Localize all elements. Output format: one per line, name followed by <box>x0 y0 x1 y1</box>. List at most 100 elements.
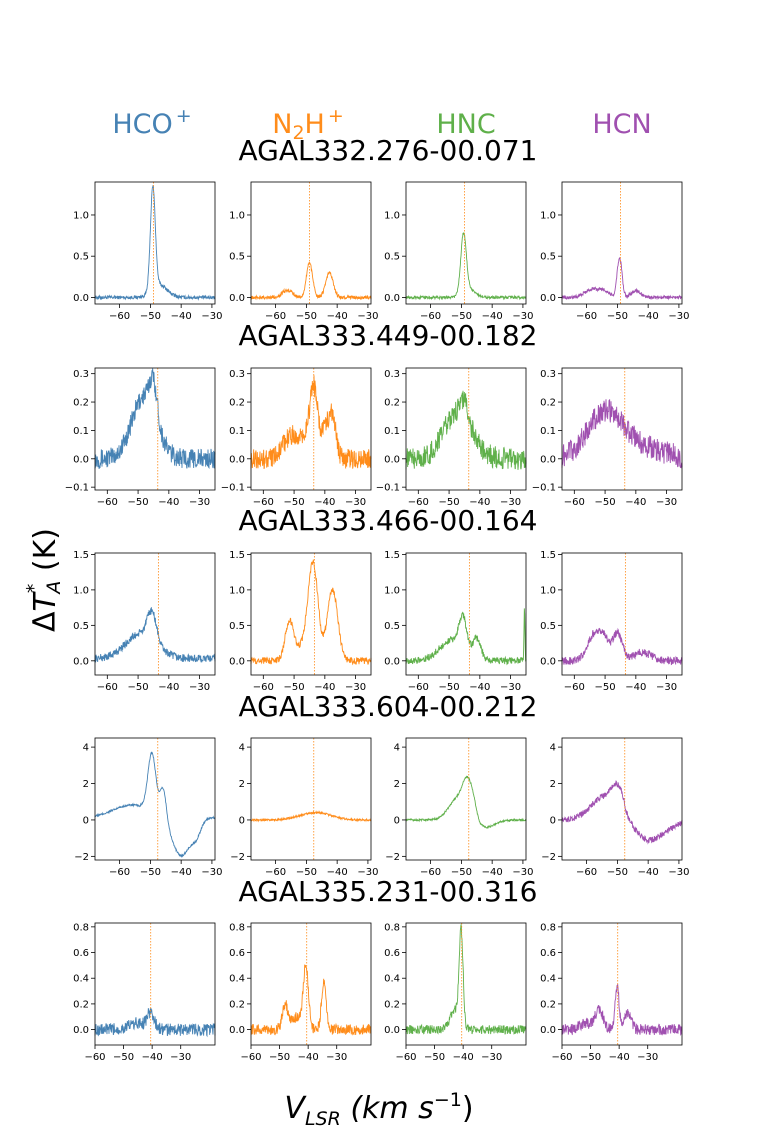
x-tick-label: −40 <box>638 867 659 878</box>
y-tick-label: 2 <box>83 779 89 790</box>
panel-frame <box>405 922 527 1046</box>
spectrum-panel: −60 −50 −40 −30 0.0 0.5 1.0 <box>384 181 533 322</box>
x-tick-label: −60 <box>564 682 585 693</box>
x-tick-label: −30 <box>637 1052 658 1063</box>
y-tick-label: 2 <box>239 779 245 790</box>
y-tick-label: 0.3 <box>229 369 245 380</box>
x-tick-label: −30 <box>189 497 210 508</box>
y-tick-label: 0.0 <box>540 454 556 465</box>
x-tick-label: −50 <box>439 497 460 508</box>
panel-frame <box>561 367 683 491</box>
y-tick-label: 0.5 <box>229 621 245 632</box>
spectrum-line <box>561 627 683 666</box>
x-tick-label: −60 <box>97 497 118 508</box>
panel-frame <box>405 367 527 491</box>
spectrum-panel: −60 −50 −40 −30 0.0 0.5 1.0 1.5 <box>540 550 683 693</box>
y-tick-label: 1.0 <box>73 585 89 596</box>
x-tick-label: −40 <box>327 867 348 878</box>
panel-frame <box>94 922 216 1046</box>
y-tick-label: 0.5 <box>540 621 556 632</box>
x-tick-label: −40 <box>482 311 503 322</box>
spectrum-panel: −60 −50 −40 −30 −2 0 2 4 <box>74 737 222 878</box>
x-tick-label: −30 <box>357 311 378 322</box>
spectrum-line <box>561 256 683 301</box>
y-tick-label: 0.0 <box>384 1025 400 1036</box>
y-tick-label: 0 <box>239 815 245 826</box>
panel-frame <box>561 181 683 305</box>
molecule-header: HCO + <box>112 105 191 140</box>
x-tick-label: −50 <box>128 682 149 693</box>
y-tick-label: 0.8 <box>73 922 89 933</box>
y-tick-label: 0.2 <box>73 398 89 409</box>
x-tick-label: −30 <box>345 497 366 508</box>
spectrum-panel: −60 −50 −40 −30 −0.1 0.0 0.1 0.2 0.3 <box>376 367 527 508</box>
y-tick-label: 0.8 <box>229 922 245 933</box>
y-tick-label: 0.4 <box>229 974 245 985</box>
spectrum-panel: −60 −50 −40 −30 0.0 0.5 1.0 1.5 <box>229 550 372 693</box>
y-tick-label: 0.2 <box>540 398 556 409</box>
spectrum-line <box>94 1008 216 1038</box>
y-tick-label: 1.0 <box>229 210 245 221</box>
spectrum-line <box>250 262 372 301</box>
y-tick-label: 0 <box>394 815 400 826</box>
x-tick-label: −40 <box>314 682 335 693</box>
x-tick-label: −40 <box>625 682 646 693</box>
y-tick-label: 0.8 <box>540 922 556 933</box>
x-tick-label: −30 <box>189 682 210 693</box>
y-tick-label: 0.5 <box>384 621 400 632</box>
spectrum-line <box>250 559 372 666</box>
panel-frame <box>94 181 216 305</box>
source-title: AGAL333.604-00.212 <box>239 690 538 723</box>
spectrum-line <box>561 780 683 845</box>
x-tick-label: −40 <box>453 1052 474 1063</box>
molecule-header: N2H + <box>272 105 344 144</box>
y-axis-label: ΔT*A (K) <box>23 528 65 632</box>
y-tick-label: −0.1 <box>532 483 556 494</box>
spectrum-line <box>94 185 216 301</box>
x-tick-label: −30 <box>512 867 533 878</box>
x-tick-label: −30 <box>201 867 222 878</box>
spectrum-panel: −60 −50 −40 −30 0.0 0.2 0.4 0.6 0.8 <box>73 922 216 1063</box>
x-tick-label: −30 <box>656 497 677 508</box>
x-tick-label: −50 <box>284 682 305 693</box>
y-tick-label: 0.4 <box>540 974 556 985</box>
panel-frame <box>250 552 372 676</box>
spectrum-panel: −60 −50 −40 −30 0.0 0.5 1.0 <box>229 181 378 322</box>
x-tick-label: −50 <box>595 682 616 693</box>
y-tick-label: 0 <box>83 815 89 826</box>
spectrum-line <box>250 964 372 1036</box>
panel-frame <box>561 552 683 676</box>
x-tick-label: −40 <box>469 497 490 508</box>
spectrum-line <box>561 984 683 1037</box>
molecule-header: HCN <box>592 109 651 140</box>
x-tick-label: −60 <box>240 1052 261 1063</box>
x-tick-label: −50 <box>439 682 460 693</box>
x-tick-label: −40 <box>171 311 192 322</box>
spectrum-line <box>405 775 527 829</box>
y-tick-label: 1.5 <box>384 550 400 561</box>
x-tick-label: −40 <box>638 311 659 322</box>
panel-frame <box>405 181 527 305</box>
y-tick-label: 0.1 <box>540 426 556 437</box>
source-title: AGAL333.449-00.182 <box>239 319 538 352</box>
spectrum-panel: −60 −50 −40 −30 −0.1 0.0 0.1 0.2 0.3 <box>65 367 216 508</box>
spectrum-line <box>405 608 527 666</box>
y-tick-label: 0.3 <box>73 369 89 380</box>
y-tick-label: 0.0 <box>73 656 89 667</box>
x-tick-label: −30 <box>481 1052 502 1063</box>
x-tick-label: −60 <box>420 311 441 322</box>
spectrum-line <box>250 810 372 823</box>
y-tick-label: 0.0 <box>384 293 400 304</box>
x-tick-label: −30 <box>512 311 533 322</box>
spectrum-panel: −60 −50 −40 −30 0.0 0.2 0.4 0.6 0.8 <box>384 922 527 1063</box>
panel-frame <box>561 737 683 861</box>
x-tick-label: −50 <box>607 311 628 322</box>
x-tick-label: −40 <box>298 1052 319 1063</box>
y-tick-label: 0.0 <box>540 1025 556 1036</box>
spectrum-panel: −60 −50 −40 −30 0.0 0.5 1.0 1.5 <box>73 550 216 693</box>
y-tick-label: 0.0 <box>540 656 556 667</box>
x-tick-label: −50 <box>424 1052 445 1063</box>
y-tick-label: 4 <box>394 743 400 754</box>
y-tick-label: 4 <box>239 743 245 754</box>
